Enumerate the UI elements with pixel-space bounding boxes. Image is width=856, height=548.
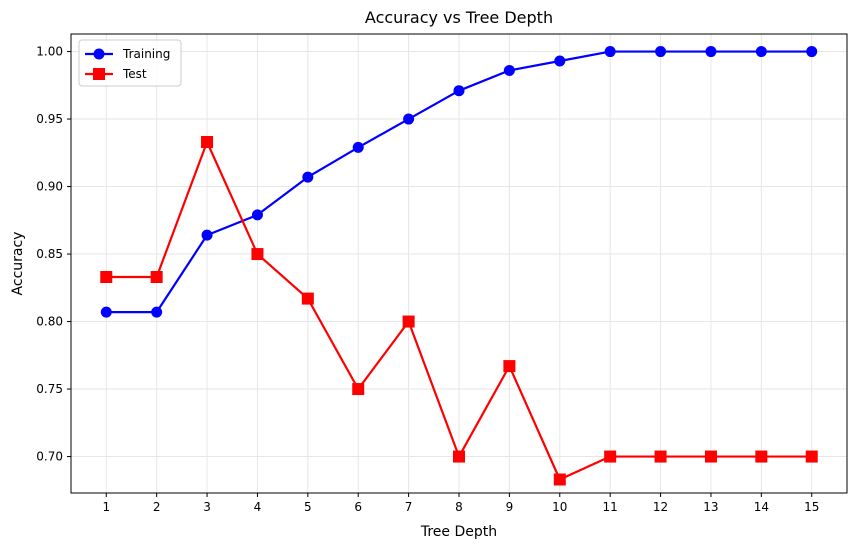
- y-tick-label: 0.80: [36, 315, 63, 329]
- training-data-point: [151, 306, 163, 318]
- test-data-point: [805, 450, 818, 463]
- y-tick-label: 0.90: [36, 180, 63, 194]
- x-tick-label: 2: [153, 500, 161, 514]
- x-tick-label: 15: [804, 500, 819, 514]
- training-data-point: [554, 55, 566, 67]
- test-data-point: [251, 248, 264, 261]
- test-data-point: [503, 360, 516, 373]
- x-tick-label: 9: [506, 500, 514, 514]
- x-tick-label: 13: [703, 500, 718, 514]
- x-tick-label: 5: [304, 500, 312, 514]
- training-data-point: [403, 113, 415, 125]
- y-tick-label: 0.70: [36, 450, 63, 464]
- test-data-point: [553, 473, 566, 486]
- x-axis-label: Tree Depth: [420, 524, 497, 540]
- x-tick-label: 10: [552, 500, 567, 514]
- legend-marker-square: [93, 68, 105, 80]
- axis-ticks: 1 2 3 4 5 6 7 8 9 10 11 12 13 14 150.700.750.800.850.9…: [36, 45, 819, 514]
- test-data-point: [402, 315, 415, 328]
- training-data-point: [503, 64, 515, 76]
- training-data-point: [806, 46, 818, 58]
- legend-entries: Training Test: [85, 47, 170, 81]
- legend-marker-circle: [93, 48, 105, 60]
- test-data-point: [201, 136, 214, 148]
- y-tick-label: 0.95: [36, 112, 63, 126]
- x-tick-label: 7: [405, 500, 413, 514]
- test-data-point: [654, 450, 667, 463]
- training-data-point: [453, 85, 465, 97]
- series-test: [100, 136, 818, 486]
- legend: Training Test: [78, 39, 182, 87]
- x-tick-label: 4: [254, 500, 262, 514]
- training-data-point: [604, 46, 616, 58]
- test-data-point: [704, 450, 717, 463]
- training-data-point: [251, 209, 263, 221]
- legend-label: Test: [122, 67, 147, 81]
- training-data-point: [755, 46, 767, 58]
- x-tick-label: 3: [203, 500, 211, 514]
- y-tick-label: 1.00: [36, 45, 63, 59]
- y-tick-label: 0.75: [36, 382, 63, 396]
- x-tick-label: 11: [603, 500, 618, 514]
- test-data-point: [352, 383, 365, 396]
- test-data-point: [453, 450, 465, 463]
- chart-title: Accuracy vs Tree Depth: [365, 8, 553, 27]
- legend-entry-training: Training: [85, 47, 170, 61]
- y-axis-label: Accuracy: [10, 232, 26, 296]
- training-data-point: [302, 171, 314, 183]
- series-training: [100, 46, 818, 318]
- training-data-point: [352, 141, 364, 153]
- training-data-point: [201, 229, 213, 241]
- x-tick-label: 1: [102, 500, 110, 514]
- test-data-point: [150, 271, 163, 283]
- x-tick-label: 14: [754, 500, 769, 514]
- y-tick-label: 0.85: [36, 247, 63, 261]
- series-layer: [100, 46, 818, 486]
- legend-entry-test: Test: [85, 67, 147, 81]
- test-data-point: [301, 292, 314, 305]
- test-data-point: [604, 450, 617, 463]
- x-tick-label: 8: [455, 500, 463, 514]
- x-tick-label: 6: [354, 500, 362, 514]
- training-data-point: [100, 306, 112, 318]
- test-data-point: [755, 450, 768, 463]
- legend-label: Training: [122, 47, 170, 61]
- test-data-point: [100, 271, 113, 283]
- x-tick-label: 12: [653, 500, 668, 514]
- training-data-point: [655, 46, 667, 58]
- training-data-point: [705, 46, 717, 58]
